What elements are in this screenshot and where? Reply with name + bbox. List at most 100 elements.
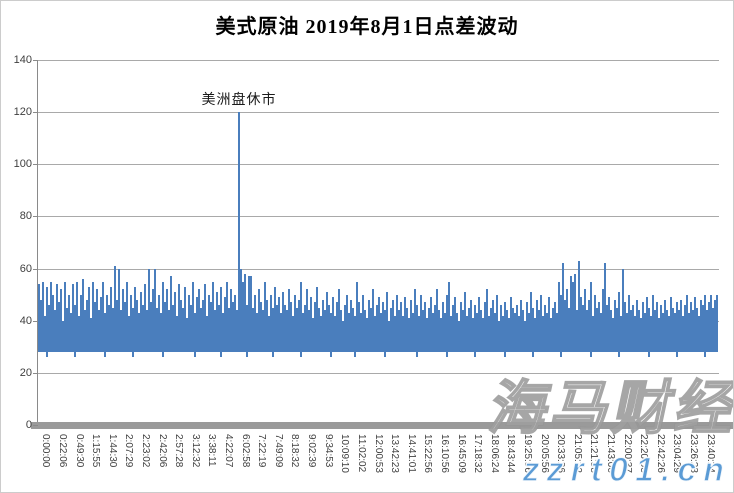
spread-bar [260, 302, 262, 352]
spread-bar [320, 315, 322, 352]
y-axis-tick [33, 216, 38, 218]
spread-bar [706, 310, 708, 352]
spread-bar [446, 294, 448, 358]
x-axis-label: 0:49:30 [73, 434, 85, 468]
spread-bar [404, 297, 406, 352]
spread-bar [132, 307, 134, 358]
gridline [38, 216, 719, 218]
spread-bar [150, 302, 152, 352]
spread-bar [494, 312, 496, 352]
spread-bar [352, 307, 354, 352]
spread-bar [156, 307, 158, 352]
spread-bar [378, 297, 380, 352]
spread-bar [342, 320, 344, 352]
spread-bar [710, 294, 712, 352]
spread-bar [118, 268, 120, 352]
spread-bar [698, 315, 700, 352]
spread-bar [120, 310, 122, 352]
x-axis-label: 4:22:07 [223, 434, 234, 468]
spread-bar [194, 312, 196, 358]
x-axis-label: 14:41:01 [405, 434, 417, 473]
spread-bar [354, 315, 356, 358]
x-axis-label: 0:00:00 [40, 434, 52, 468]
spread-bar [376, 305, 378, 352]
spread-bar [638, 310, 640, 352]
spread-bar [116, 299, 118, 352]
spread-bar [244, 273, 246, 352]
spread-bar [704, 294, 706, 358]
spread-bar [202, 299, 204, 352]
spread-bar [624, 302, 626, 352]
spread-bar [660, 305, 662, 352]
spread-bar [534, 318, 536, 352]
spread-bar [324, 310, 326, 352]
spread-bar [362, 294, 364, 352]
spread-bar [268, 315, 270, 352]
spread-bar [398, 310, 400, 352]
y-axis-label: 0 [25, 419, 32, 431]
spread-bar [696, 307, 698, 352]
spread-bar [622, 268, 624, 352]
spread-bar [256, 312, 258, 352]
spread-bar [126, 281, 128, 352]
x-axis-label: 12:00:53 [372, 434, 384, 473]
spread-bar [560, 294, 562, 358]
spread-bar [498, 320, 500, 352]
spread-bar [180, 299, 182, 352]
spread-bar [178, 284, 180, 352]
y-axis-tick [33, 425, 38, 426]
spread-bar [328, 305, 330, 352]
spread-bar [518, 315, 520, 352]
spread-bar [196, 297, 198, 352]
spread-bar [248, 276, 250, 352]
spread-bar [74, 305, 76, 358]
spread-bar [40, 299, 42, 352]
spread-bar [188, 294, 190, 352]
spread-bar [262, 310, 264, 352]
annotation-label: 美洲盘休市 [201, 93, 277, 109]
spread-bar [140, 292, 142, 352]
spread-bar [714, 299, 716, 352]
spread-bar [166, 289, 168, 352]
spread-bar [112, 307, 114, 352]
spread-bar [668, 315, 670, 352]
spread-bar [694, 297, 696, 352]
spread-bar [548, 297, 550, 352]
spread-bar [128, 315, 130, 352]
spread-bar [538, 310, 540, 352]
spread-bar [222, 312, 224, 352]
spread-bar [98, 310, 100, 352]
spread-bar [456, 312, 458, 352]
spread-bar [450, 315, 452, 352]
spread-bar [430, 297, 432, 352]
spread-bar [628, 294, 630, 352]
spread-bar [364, 310, 366, 352]
spread-bar [252, 307, 254, 352]
spread-bar [600, 312, 602, 352]
spread-bar [416, 305, 418, 358]
spread-bar [468, 307, 470, 352]
spread-bar [84, 310, 86, 352]
spread-bar [712, 307, 714, 352]
spread-bar [122, 289, 124, 352]
spread-bar [322, 299, 324, 352]
spread-bar [184, 286, 186, 352]
spread-bar [100, 297, 102, 352]
spread-bar [136, 299, 138, 352]
y-axis-label: 80 [19, 210, 32, 223]
spread-bar [580, 297, 582, 352]
spread-bar [204, 284, 206, 352]
y-axis-tick [33, 60, 38, 61]
spread-bar [280, 312, 282, 352]
spread-bar [310, 297, 312, 352]
spread-bar [392, 299, 394, 352]
spread-bar [190, 305, 192, 352]
spread-bar [526, 302, 528, 352]
spread-bar [532, 307, 534, 358]
spread-bar [524, 320, 526, 352]
spread-bar [176, 315, 178, 352]
x-axis-zero-band [31, 422, 733, 429]
spread-bar [408, 318, 410, 352]
spread-bar [680, 299, 682, 352]
x-axis-label: 2:07:29 [123, 434, 135, 468]
